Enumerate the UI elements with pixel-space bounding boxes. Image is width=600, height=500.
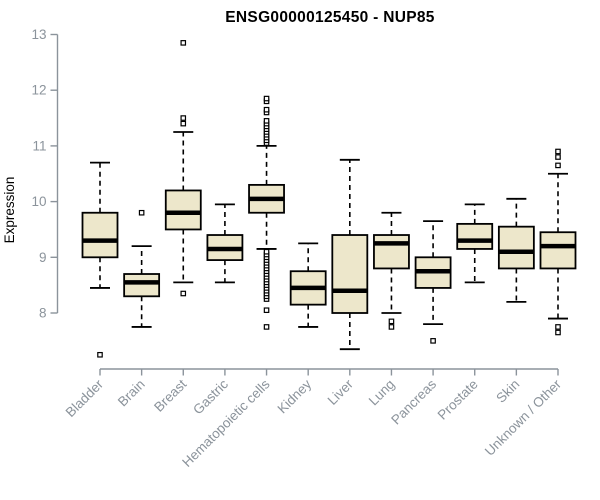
- outlier-point: [555, 324, 561, 330]
- x-tick-label-pancreas: Pancreas: [388, 376, 439, 427]
- box-group-kidney: [289, 242, 327, 328]
- outlier-point: [555, 148, 561, 155]
- box-group-gastric: [206, 203, 244, 284]
- iqr-box: [539, 231, 577, 270]
- outlier-point: [180, 115, 187, 121]
- iqr-box: [331, 234, 369, 314]
- outlier-point: [263, 106, 270, 113]
- x-tick-label-breast: Breast: [151, 376, 189, 414]
- outlier-point: [388, 324, 395, 330]
- chart-title: ENSG00000125450 - NUP85: [225, 9, 434, 26]
- iqr-box: [373, 234, 410, 270]
- x-tick-label-lung: Lung: [366, 377, 398, 409]
- outlier-point: [180, 120, 187, 127]
- outlier-point: [97, 351, 103, 358]
- outlier-point: [430, 338, 436, 344]
- box-group-hematopoietic-cells: [248, 95, 285, 330]
- boxplots: [81, 40, 577, 358]
- y-tick-label: 12: [31, 83, 46, 98]
- outlier-point: [388, 318, 395, 325]
- box-group-liver: [331, 158, 369, 351]
- outlier-point: [263, 307, 270, 314]
- box-group-skin: [497, 197, 535, 303]
- y-tick-label: 13: [31, 27, 46, 42]
- outlier-point: [555, 329, 561, 336]
- x-tick-label-skin: Skin: [493, 377, 522, 406]
- y-tick-label: 10: [31, 194, 46, 209]
- outlier-point: [263, 248, 270, 255]
- box-group-prostate: [456, 203, 494, 284]
- y-axis-title: Expression: [2, 177, 17, 244]
- box-group-breast: [164, 40, 202, 297]
- outlier-point: [138, 209, 145, 216]
- outlier-point: [555, 162, 561, 169]
- x-tick-label-prostate: Prostate: [435, 377, 481, 423]
- y-tick-label: 8: [39, 306, 47, 321]
- iqr-box: [81, 211, 119, 259]
- box-group-brain: [123, 209, 161, 328]
- outlier-point: [555, 154, 561, 160]
- y-tick-label: 11: [32, 138, 46, 153]
- box-group-lung: [373, 211, 410, 330]
- outlier-point: [263, 324, 270, 330]
- x-tick-label-liver: Liver: [325, 376, 357, 408]
- box-group-unknown-other: [539, 148, 577, 336]
- iqr-box: [497, 225, 535, 270]
- iqr-box: [456, 222, 494, 250]
- y-tick-label: 9: [39, 250, 47, 265]
- box-group-bladder: [81, 161, 119, 358]
- x-tick-label-kidney: Kidney: [275, 376, 315, 416]
- x-tick-label-bladder: Bladder: [63, 376, 107, 420]
- iqr-box: [123, 273, 161, 298]
- y-axis: 8 9 10 11 12 13: [31, 27, 59, 321]
- x-tick-label-gastric: Gastric: [190, 376, 231, 417]
- outlier-point: [180, 40, 187, 46]
- box-group-pancreas: [414, 220, 452, 344]
- iqr-box: [164, 189, 202, 231]
- x-tick-label-brain: Brain: [115, 377, 148, 410]
- outlier-point: [263, 118, 270, 124]
- outlier-point: [180, 290, 187, 297]
- x-tick-label-unknown-other: Unknown / Other: [482, 376, 565, 459]
- outlier-point: [263, 95, 270, 102]
